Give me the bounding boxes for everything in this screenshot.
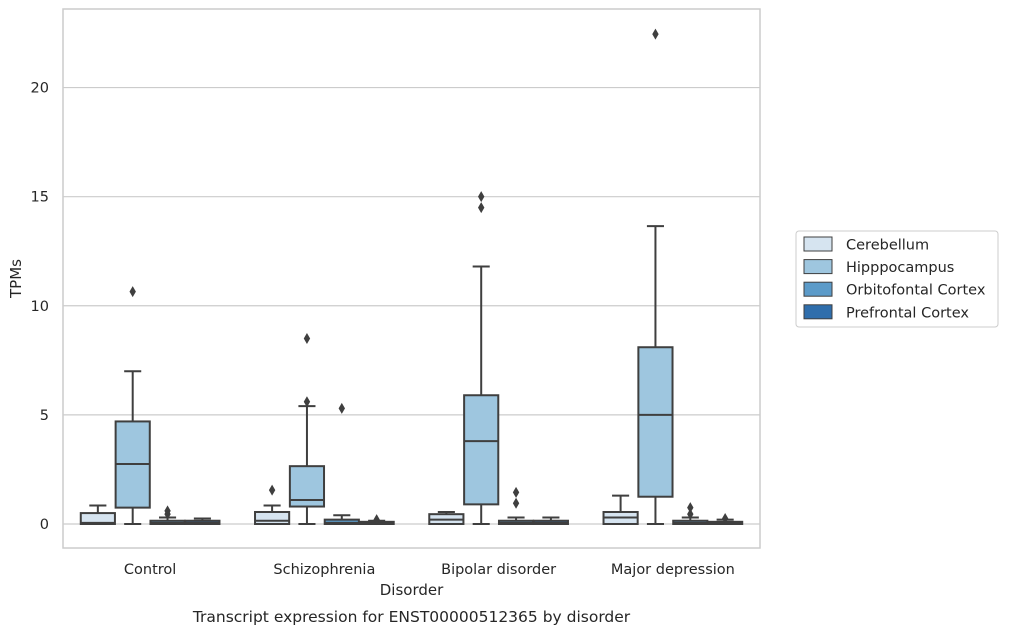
y-tick-label: 15 — [31, 190, 49, 206]
legend-label: Cerebellum — [846, 238, 929, 254]
y-axis-label: TPMs — [7, 259, 25, 299]
outlier-point — [303, 396, 311, 408]
legend: Cerebellum Hipppocampus Orbitofontal Corte… — [795, 230, 999, 328]
legend-frame — [795, 230, 999, 328]
y-tick-label: 0 — [40, 517, 49, 533]
legend-label: Orbitofontal Cortex — [846, 283, 986, 299]
box-0-1 — [254, 484, 291, 525]
x-axis-label: Disorder — [380, 581, 444, 599]
outlier-point — [652, 28, 659, 40]
outlier-point — [373, 514, 380, 526]
outlier-point — [268, 484, 276, 496]
y-tick-label: 10 — [31, 299, 49, 315]
outlier-point — [129, 286, 136, 298]
box-3-2 — [532, 516, 569, 525]
tick-labels: 0 5 10 15 20 Control Schizophrenia Bipolar diso… — [31, 81, 735, 578]
legend-items: Cerebellum Hipppocampus Orbitofontal Corte… — [803, 236, 986, 321]
box-2-0 — [149, 505, 186, 525]
legend-label: Hipppocampus — [846, 260, 954, 276]
outlier-point — [512, 486, 520, 498]
box-2-1 — [323, 402, 360, 525]
box-3-3 — [707, 513, 744, 525]
outlier-point — [338, 402, 345, 414]
legend-swatch — [803, 281, 833, 297]
x-tick-label: Bipolar disorder — [441, 562, 556, 578]
box-1-2 — [463, 191, 500, 525]
x-tick-label: Control — [124, 562, 176, 578]
box-body — [254, 510, 291, 525]
box-body — [463, 394, 500, 506]
box-0-0 — [79, 504, 116, 525]
outlier-point — [512, 497, 520, 509]
box-0-2 — [428, 510, 465, 525]
box-2-3 — [672, 502, 709, 525]
plot-frame — [62, 8, 761, 549]
outlier-point — [687, 508, 694, 520]
outlier-point — [687, 502, 694, 514]
box-body — [637, 346, 674, 498]
box-1-1 — [288, 333, 326, 525]
box-3-1 — [358, 514, 395, 526]
legend-swatch — [803, 304, 833, 320]
box-1-3 — [637, 28, 674, 525]
y-tick-label: 20 — [31, 81, 49, 97]
outlier-point — [303, 333, 311, 345]
chart-title: Transcript expression for ENST0000051236… — [192, 608, 631, 626]
x-tick-label: Major depression — [611, 562, 735, 578]
boxes — [79, 28, 744, 526]
y-tick-label: 5 — [40, 408, 49, 424]
outlier-point — [721, 513, 729, 525]
outlier-point — [478, 191, 485, 203]
box-1-0 — [114, 286, 151, 525]
box-2-2 — [497, 486, 535, 525]
box-0-3 — [602, 494, 639, 525]
legend-label: Prefrontal Cortex — [846, 305, 969, 321]
legend-swatch — [803, 259, 833, 275]
box-body — [79, 512, 116, 525]
box-3-0 — [184, 517, 221, 525]
legend-swatch — [803, 236, 833, 252]
x-tick-label: Schizophrenia — [273, 562, 375, 578]
outlier-point — [164, 505, 171, 517]
outlier-point — [478, 202, 485, 214]
